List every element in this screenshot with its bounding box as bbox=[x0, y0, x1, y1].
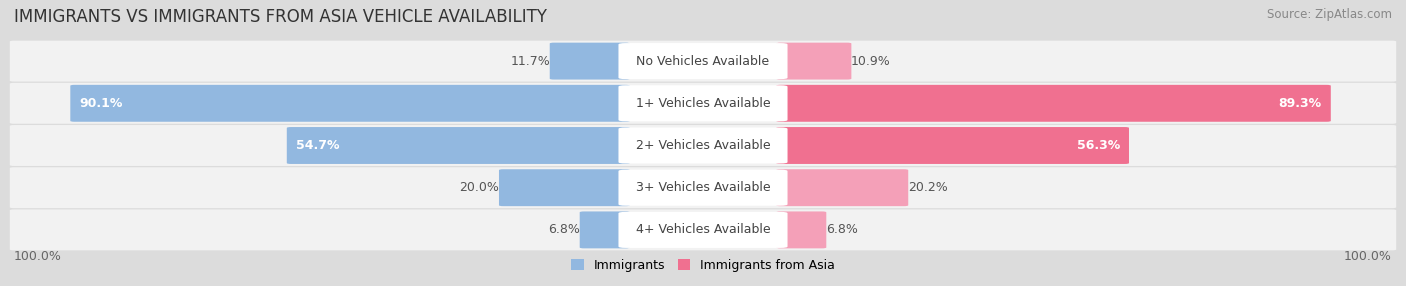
FancyBboxPatch shape bbox=[619, 85, 787, 121]
Text: Source: ZipAtlas.com: Source: ZipAtlas.com bbox=[1267, 8, 1392, 21]
Text: 100.0%: 100.0% bbox=[1344, 249, 1392, 263]
Text: 6.8%: 6.8% bbox=[548, 223, 579, 237]
FancyBboxPatch shape bbox=[287, 127, 630, 164]
FancyBboxPatch shape bbox=[579, 211, 630, 248]
FancyBboxPatch shape bbox=[619, 170, 787, 206]
FancyBboxPatch shape bbox=[10, 41, 1396, 82]
FancyBboxPatch shape bbox=[10, 125, 1396, 166]
Text: 100.0%: 100.0% bbox=[14, 249, 62, 263]
FancyBboxPatch shape bbox=[776, 43, 852, 80]
Text: 6.8%: 6.8% bbox=[827, 223, 858, 237]
FancyBboxPatch shape bbox=[776, 211, 827, 248]
FancyBboxPatch shape bbox=[10, 209, 1396, 250]
Text: 56.3%: 56.3% bbox=[1077, 139, 1119, 152]
FancyBboxPatch shape bbox=[499, 169, 630, 206]
FancyBboxPatch shape bbox=[776, 127, 1129, 164]
Text: 2+ Vehicles Available: 2+ Vehicles Available bbox=[636, 139, 770, 152]
Text: IMMIGRANTS VS IMMIGRANTS FROM ASIA VEHICLE AVAILABILITY: IMMIGRANTS VS IMMIGRANTS FROM ASIA VEHIC… bbox=[14, 8, 547, 26]
Text: 89.3%: 89.3% bbox=[1278, 97, 1322, 110]
FancyBboxPatch shape bbox=[776, 85, 1331, 122]
Text: 4+ Vehicles Available: 4+ Vehicles Available bbox=[636, 223, 770, 237]
Text: 20.2%: 20.2% bbox=[908, 181, 948, 194]
Text: 3+ Vehicles Available: 3+ Vehicles Available bbox=[636, 181, 770, 194]
Text: No Vehicles Available: No Vehicles Available bbox=[637, 55, 769, 67]
FancyBboxPatch shape bbox=[10, 83, 1396, 124]
Text: 90.1%: 90.1% bbox=[80, 97, 122, 110]
FancyBboxPatch shape bbox=[619, 128, 787, 164]
FancyBboxPatch shape bbox=[619, 43, 787, 79]
Text: 1+ Vehicles Available: 1+ Vehicles Available bbox=[636, 97, 770, 110]
FancyBboxPatch shape bbox=[619, 212, 787, 248]
Legend: Immigrants, Immigrants from Asia: Immigrants, Immigrants from Asia bbox=[567, 254, 839, 277]
FancyBboxPatch shape bbox=[776, 169, 908, 206]
FancyBboxPatch shape bbox=[550, 43, 630, 80]
Text: 11.7%: 11.7% bbox=[510, 55, 550, 67]
FancyBboxPatch shape bbox=[10, 167, 1396, 208]
Text: 10.9%: 10.9% bbox=[851, 55, 891, 67]
FancyBboxPatch shape bbox=[70, 85, 630, 122]
Text: 20.0%: 20.0% bbox=[460, 181, 499, 194]
Text: 54.7%: 54.7% bbox=[297, 139, 339, 152]
